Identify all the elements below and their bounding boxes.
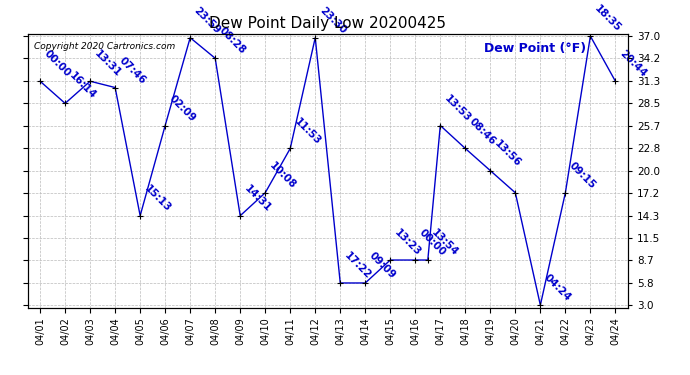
Text: 13:56: 13:56 bbox=[493, 138, 523, 169]
Text: 10:08: 10:08 bbox=[267, 160, 297, 191]
Text: 13:54: 13:54 bbox=[430, 228, 460, 258]
Text: 13:31: 13:31 bbox=[92, 49, 123, 79]
Text: 14:31: 14:31 bbox=[242, 183, 273, 214]
Text: 08:28: 08:28 bbox=[217, 26, 248, 56]
Text: 23:59: 23:59 bbox=[193, 5, 223, 36]
Text: 23:30: 23:30 bbox=[317, 5, 348, 36]
Text: 16:14: 16:14 bbox=[67, 71, 98, 101]
Text: Copyright 2020 Cartronics.com: Copyright 2020 Cartronics.com bbox=[34, 42, 175, 51]
Text: Dew Point (°F): Dew Point (°F) bbox=[484, 42, 586, 55]
Text: 07:46: 07:46 bbox=[117, 55, 148, 86]
Text: 20:44: 20:44 bbox=[618, 49, 648, 79]
Text: 15:13: 15:13 bbox=[142, 183, 172, 214]
Text: 04:24: 04:24 bbox=[542, 273, 573, 303]
Text: 13:53: 13:53 bbox=[442, 93, 473, 123]
Text: 11:53: 11:53 bbox=[293, 116, 323, 147]
Text: 09:09: 09:09 bbox=[367, 251, 397, 281]
Text: 00:00: 00:00 bbox=[42, 49, 72, 79]
Text: 09:15: 09:15 bbox=[567, 160, 598, 191]
Text: 18:35: 18:35 bbox=[593, 4, 623, 34]
Title: Dew Point Daily Low 20200425: Dew Point Daily Low 20200425 bbox=[209, 16, 446, 31]
Text: 00:00: 00:00 bbox=[417, 228, 448, 258]
Text: 08:46: 08:46 bbox=[467, 116, 498, 147]
Text: 02:09: 02:09 bbox=[167, 93, 197, 123]
Text: 17:22: 17:22 bbox=[342, 251, 373, 281]
Text: 13:23: 13:23 bbox=[393, 228, 423, 258]
